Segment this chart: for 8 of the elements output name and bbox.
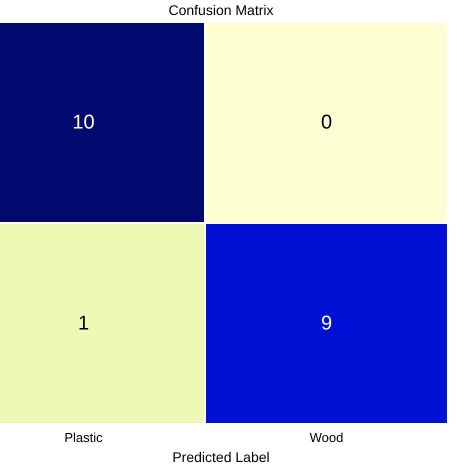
data-label: 10 — [72, 112, 95, 134]
x-tick-label: Plastic — [64, 430, 104, 445]
chart-title: Confusion Matrix — [168, 2, 274, 18]
x-axis-title: Predicted Label — [172, 449, 270, 465]
data-label: 0 — [320, 112, 332, 134]
x-tick-label: Wood — [310, 430, 344, 445]
data-label: 9 — [320, 312, 332, 334]
data-label: 1 — [78, 312, 90, 334]
